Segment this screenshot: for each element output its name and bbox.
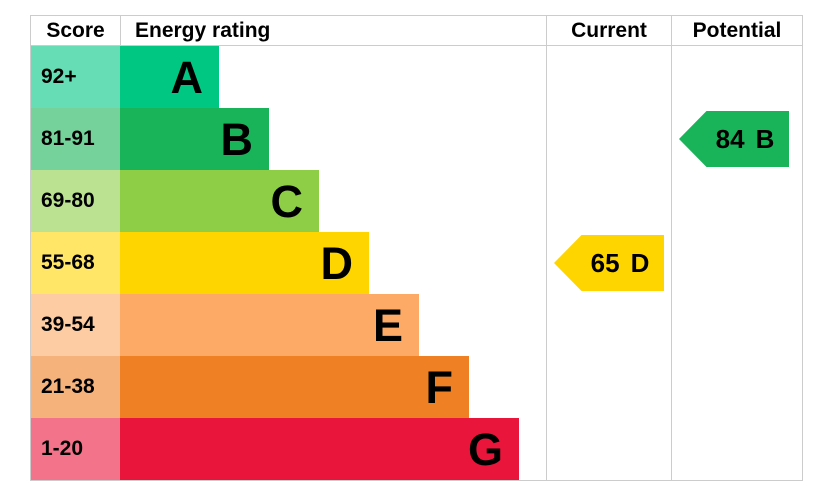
score-range-g: 1-20 bbox=[31, 418, 120, 480]
rating-row-d: D bbox=[120, 232, 546, 294]
band-bar-e: E bbox=[120, 294, 419, 356]
score-range-f: 21-38 bbox=[31, 356, 120, 418]
band-bar-b: B bbox=[120, 108, 269, 170]
current-cell-f bbox=[546, 356, 671, 418]
rating-row-c: C bbox=[120, 170, 546, 232]
band-bar-f: F bbox=[120, 356, 469, 418]
rating-row-g: G bbox=[120, 418, 546, 480]
current-cell-b bbox=[546, 108, 671, 170]
potential-cell-b: 84 B bbox=[671, 108, 802, 170]
current-cell-g bbox=[546, 418, 671, 480]
current-cell-e bbox=[546, 294, 671, 356]
current-cell-a bbox=[546, 46, 671, 108]
potential-cell-g bbox=[671, 418, 802, 480]
potential-cell-d bbox=[671, 232, 802, 294]
current-rating-band: D bbox=[630, 248, 650, 278]
band-bar-a: A bbox=[120, 46, 219, 108]
potential-cell-e bbox=[671, 294, 802, 356]
potential-cell-c bbox=[671, 170, 802, 232]
current-cell-c bbox=[546, 170, 671, 232]
band-bar-c: C bbox=[120, 170, 319, 232]
column-header-current: Current bbox=[546, 16, 671, 46]
band-bar-d: D bbox=[120, 232, 369, 294]
epc-table: Score Energy rating Current Potential 92… bbox=[30, 15, 803, 481]
score-range-d: 55-68 bbox=[31, 232, 120, 294]
rating-row-e: E bbox=[120, 294, 546, 356]
potential-rating-band: B bbox=[755, 124, 775, 154]
current-cell-d: 65 D bbox=[546, 232, 671, 294]
column-header-score: Score bbox=[31, 16, 120, 46]
potential-rating-arrow: 84 B bbox=[679, 111, 789, 167]
score-range-c: 69-80 bbox=[31, 170, 120, 232]
rating-row-f: F bbox=[120, 356, 546, 418]
current-rating-value: 65 bbox=[590, 248, 620, 278]
current-rating-arrow: 65 D bbox=[554, 235, 664, 291]
potential-cell-f bbox=[671, 356, 802, 418]
column-header-energy-rating: Energy rating bbox=[120, 16, 546, 46]
potential-rating-value: 84 bbox=[715, 124, 745, 154]
potential-cell-a bbox=[671, 46, 802, 108]
rating-row-a: A bbox=[120, 46, 546, 108]
score-range-b: 81-91 bbox=[31, 108, 120, 170]
column-header-potential: Potential bbox=[671, 16, 802, 46]
score-range-e: 39-54 bbox=[31, 294, 120, 356]
score-range-a: 92+ bbox=[31, 46, 120, 108]
band-bar-g: G bbox=[120, 418, 519, 480]
rating-row-b: B bbox=[120, 108, 546, 170]
